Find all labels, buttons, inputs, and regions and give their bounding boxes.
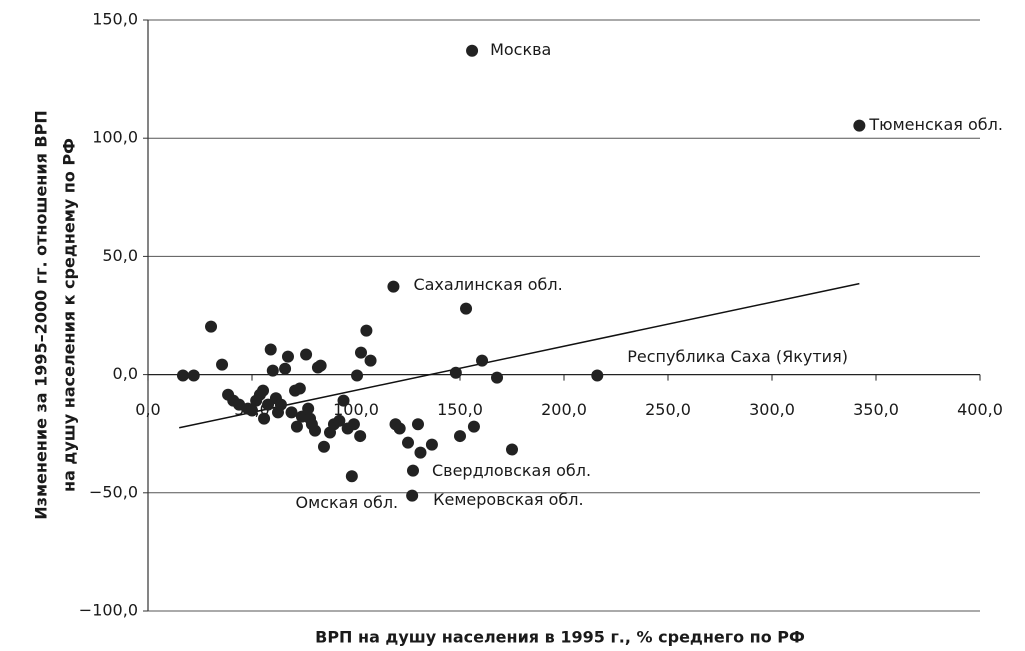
- point: [466, 44, 479, 57]
- x-tick-label: 200,0: [541, 400, 587, 419]
- point: [281, 350, 294, 363]
- y-axis-title: на душу населения к среднему по РФ: [60, 138, 79, 492]
- point: [414, 446, 427, 459]
- point-label: Свердловская обл.: [432, 461, 591, 480]
- point: [406, 464, 419, 477]
- x-axis-title: ВРП на душу населения в 1995 г., % средн…: [315, 628, 805, 647]
- point: [176, 369, 189, 382]
- point: [460, 302, 473, 315]
- x-tick-label: 300,0: [749, 400, 795, 419]
- point: [187, 369, 200, 382]
- x-tick-label: 250,0: [645, 400, 691, 419]
- point: [266, 364, 279, 377]
- point: [591, 369, 604, 382]
- point: [476, 354, 489, 367]
- point-label: Тюменская обл.: [868, 115, 1003, 134]
- x-tick-label: 150,0: [437, 400, 483, 419]
- point: [293, 382, 306, 395]
- point: [351, 369, 364, 382]
- y-tick-label: −100,0: [79, 601, 138, 620]
- point: [257, 384, 270, 397]
- point: [393, 422, 406, 435]
- point: [354, 346, 367, 359]
- point: [449, 366, 462, 379]
- point: [506, 443, 518, 456]
- point: [258, 412, 271, 425]
- y-tick-label: −50,0: [89, 482, 138, 501]
- point-label: Омская обл.: [296, 493, 399, 512]
- y-axis-title: Изменение за 1995–2000 гг. отношения ВРП: [32, 110, 51, 519]
- x-tick-label: 400,0: [957, 400, 1003, 419]
- point-label: Республика Саха (Якутия): [627, 347, 848, 366]
- point: [279, 362, 292, 375]
- x-tick-label: 350,0: [853, 400, 899, 419]
- point: [491, 371, 504, 384]
- point: [337, 394, 350, 407]
- point-label: Сахалинская обл.: [413, 275, 562, 294]
- point: [387, 280, 400, 293]
- point: [406, 489, 419, 502]
- point: [309, 424, 322, 437]
- y-tick-label: 50,0: [102, 246, 138, 265]
- point: [354, 430, 367, 443]
- trend-line: [179, 282, 860, 429]
- point: [402, 436, 414, 449]
- point: [317, 440, 330, 453]
- point: [274, 398, 287, 411]
- point: [360, 324, 373, 337]
- y-tick-label: 0,0: [113, 364, 138, 383]
- point: [467, 420, 480, 433]
- point: [285, 406, 298, 419]
- point: [205, 320, 218, 333]
- point-label: Кемеровская обл.: [433, 490, 583, 509]
- point: [302, 402, 315, 415]
- point: [290, 420, 303, 433]
- point: [425, 438, 438, 451]
- point: [246, 404, 258, 417]
- point: [300, 348, 313, 361]
- x-tick-label: 0,0: [135, 400, 160, 419]
- point: [345, 470, 358, 483]
- point: [853, 119, 866, 132]
- point: [264, 343, 277, 356]
- point: [364, 354, 377, 367]
- point: [347, 418, 360, 431]
- point: [333, 414, 346, 427]
- y-tick-label: 150,0: [92, 10, 138, 29]
- y-tick-label: 100,0: [92, 128, 138, 147]
- point-label: Москва: [490, 40, 551, 59]
- point: [314, 359, 327, 372]
- point: [216, 358, 229, 371]
- point: [454, 430, 466, 443]
- point: [411, 418, 424, 431]
